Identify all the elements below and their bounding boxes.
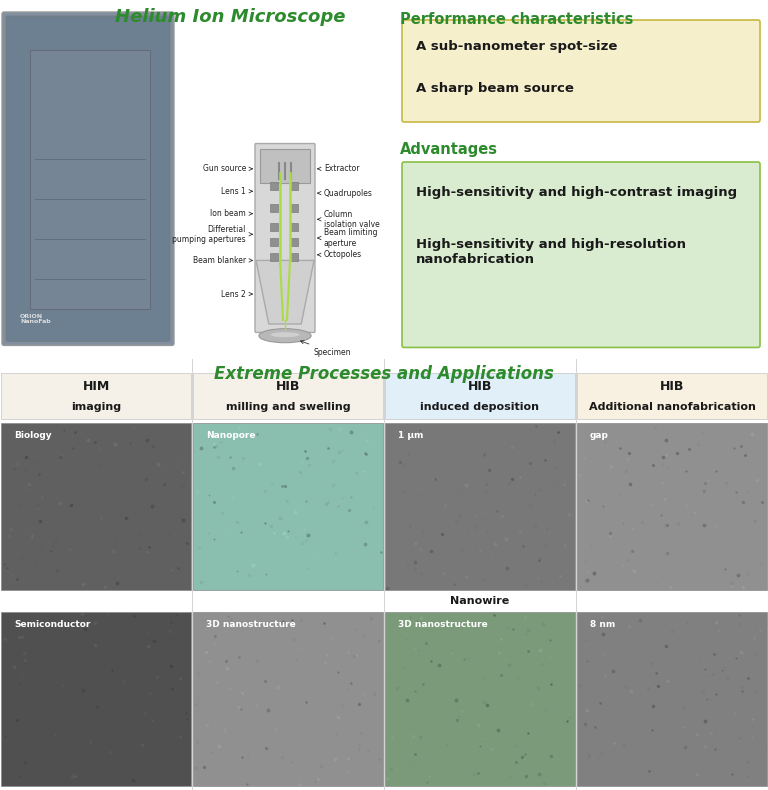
Text: Specimen: Specimen — [300, 340, 350, 357]
FancyBboxPatch shape — [2, 12, 174, 345]
Text: gap: gap — [590, 431, 609, 441]
Text: Extreme Processes and Applications: Extreme Processes and Applications — [214, 366, 554, 383]
Bar — [30, 50, 150, 310]
Text: 3D nanostructure: 3D nanostructure — [398, 619, 488, 629]
Ellipse shape — [270, 333, 300, 337]
Bar — [193, 423, 383, 589]
Bar — [1, 611, 191, 786]
Bar — [385, 611, 575, 786]
Text: milling and swelling: milling and swelling — [226, 401, 350, 412]
Bar — [290, 223, 298, 231]
Text: High-sensitivity and high-contrast imaging: High-sensitivity and high-contrast imagi… — [416, 186, 737, 199]
Bar — [290, 204, 298, 212]
Text: Performance characteristics: Performance characteristics — [400, 12, 634, 27]
Text: HIB: HIB — [660, 380, 684, 393]
Text: Lens 1: Lens 1 — [221, 186, 253, 196]
Bar — [577, 423, 767, 589]
Text: Helium Ion Microscope: Helium Ion Microscope — [114, 8, 346, 26]
Bar — [193, 374, 383, 419]
FancyBboxPatch shape — [402, 20, 760, 122]
Polygon shape — [256, 261, 314, 324]
Text: Quadrupoles: Quadrupoles — [318, 189, 373, 198]
Bar — [290, 182, 298, 190]
Text: Differetial
pumping apertures: Differetial pumping apertures — [172, 224, 253, 244]
Bar — [270, 223, 278, 231]
Bar — [1, 374, 191, 419]
Text: High-sensitivity and high-resolution
nanofabrication: High-sensitivity and high-resolution nan… — [416, 238, 686, 266]
Bar — [290, 238, 298, 246]
Bar — [193, 611, 383, 786]
Text: imaging: imaging — [71, 401, 121, 412]
Text: Gun source: Gun source — [203, 164, 253, 173]
Text: Beam blanker: Beam blanker — [193, 256, 253, 265]
Text: 1 μm: 1 μm — [398, 431, 423, 441]
Bar — [577, 611, 767, 786]
Text: HIM: HIM — [82, 380, 110, 393]
Text: Advantages: Advantages — [400, 142, 498, 157]
Text: Additional nanofabrication: Additional nanofabrication — [588, 401, 756, 412]
Text: Semiconductor: Semiconductor — [14, 619, 91, 629]
Text: Extractor: Extractor — [318, 164, 359, 173]
Text: Nanowire: Nanowire — [450, 596, 510, 606]
Text: Biology: Biology — [14, 431, 51, 441]
FancyBboxPatch shape — [402, 162, 760, 348]
Text: Beam limiting
aperture: Beam limiting aperture — [318, 228, 378, 248]
Text: induced deposition: induced deposition — [421, 401, 539, 412]
FancyBboxPatch shape — [255, 144, 315, 333]
Bar — [385, 374, 575, 419]
Text: A sub-nanometer spot-size: A sub-nanometer spot-size — [416, 40, 617, 53]
Text: 3D nanostructure: 3D nanostructure — [206, 619, 296, 629]
Bar — [1, 423, 191, 589]
Text: ORION
NanoFab: ORION NanoFab — [20, 314, 51, 325]
Bar — [577, 374, 767, 419]
Text: Lens 2: Lens 2 — [221, 290, 253, 299]
Bar — [385, 423, 575, 589]
Text: Column
isolation valve: Column isolation valve — [318, 209, 379, 229]
Text: A sharp beam source: A sharp beam source — [416, 82, 574, 95]
Bar — [270, 253, 278, 261]
Text: Nanopore: Nanopore — [206, 431, 256, 441]
Text: Octopoles: Octopoles — [318, 250, 362, 259]
Bar — [260, 149, 310, 182]
Text: 8 nm: 8 nm — [590, 619, 615, 629]
Bar — [270, 238, 278, 246]
Ellipse shape — [259, 329, 311, 343]
FancyBboxPatch shape — [6, 16, 170, 341]
Bar — [270, 204, 278, 212]
Bar — [270, 182, 278, 190]
Text: HIB: HIB — [468, 380, 492, 393]
Text: HIB: HIB — [276, 380, 300, 393]
Text: Ion beam: Ion beam — [210, 209, 253, 218]
Bar — [290, 253, 298, 261]
